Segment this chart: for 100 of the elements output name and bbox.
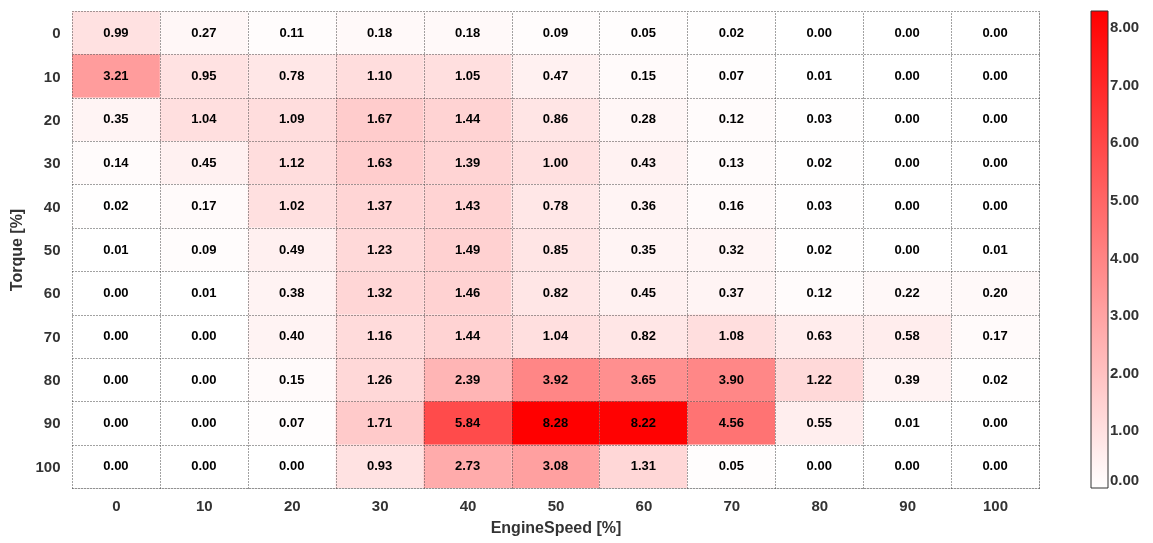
data-label: 0.00 — [982, 154, 1008, 170]
data-label: 0.43 — [630, 154, 657, 170]
data-label: 0.45 — [630, 284, 657, 300]
data-label: 0.00 — [279, 458, 305, 474]
data-label: 0.16 — [718, 198, 744, 214]
data-label: 0.02 — [982, 371, 1008, 387]
data-label: 0.02 — [806, 241, 832, 257]
data-label: 1.05 — [454, 68, 481, 84]
y-tick-label: 60 — [43, 284, 61, 302]
data-label: 0.38 — [279, 284, 305, 300]
color-bar-label: 2.00 — [1110, 363, 1140, 381]
data-label: 1.22 — [806, 371, 832, 387]
data-label: 1.31 — [630, 458, 657, 474]
data-label: 3.90 — [718, 371, 744, 387]
data-label: 0.03 — [806, 111, 832, 127]
data-label: 0.17 — [191, 198, 217, 214]
y-tick-label: 10 — [43, 67, 61, 85]
data-label: 0.00 — [103, 328, 129, 344]
data-label: 0.00 — [806, 24, 832, 40]
data-label: 0.00 — [191, 328, 217, 344]
data-label: 0.01 — [894, 414, 920, 430]
data-label: 0.00 — [982, 414, 1008, 430]
data-label: 0.00 — [103, 284, 129, 300]
data-label: 8.28 — [542, 414, 569, 430]
data-label: 0.07 — [279, 414, 305, 430]
y-tick-label: 90 — [43, 414, 61, 432]
data-label: 0.82 — [542, 284, 569, 300]
data-label: 1.44 — [454, 111, 482, 127]
x-tick-label: 80 — [811, 496, 829, 514]
data-label: 1.44 — [454, 328, 482, 344]
data-label: 0.14 — [103, 154, 130, 170]
data-label: 0.09 — [542, 24, 569, 40]
data-label: 1.02 — [279, 198, 305, 214]
data-label: 0.00 — [191, 458, 217, 474]
data-label: 0.00 — [894, 458, 920, 474]
data-label: 0.93 — [367, 458, 393, 474]
color-bar-label: 6.00 — [1110, 133, 1140, 151]
x-tick-label: 60 — [635, 496, 653, 514]
data-label: 0.85 — [542, 241, 569, 257]
y-tick-label: 80 — [43, 371, 61, 389]
data-label: 0.00 — [982, 458, 1008, 474]
data-label: 1.26 — [367, 371, 393, 387]
data-label: 0.02 — [103, 198, 129, 214]
data-label: 0.35 — [103, 111, 129, 127]
data-label: 1.43 — [454, 198, 481, 214]
data-label: 3.08 — [542, 458, 569, 474]
data-label: 0.55 — [806, 414, 832, 430]
y-axis-title: Torque [%] — [8, 208, 26, 292]
data-label: 1.39 — [454, 154, 481, 170]
data-label: 0.17 — [982, 328, 1008, 344]
y-tick-label: 40 — [43, 197, 61, 215]
data-label: 0.00 — [982, 24, 1008, 40]
x-tick-label: 20 — [283, 496, 301, 514]
x-tick-label: 0 — [112, 496, 121, 514]
data-label: 1.12 — [279, 154, 305, 170]
x-axis-title: EngineSpeed [%] — [490, 518, 622, 536]
data-label: 0.05 — [630, 24, 657, 40]
data-label: 0.20 — [982, 284, 1008, 300]
data-label: 0.99 — [103, 24, 129, 40]
x-tick-label: 10 — [196, 496, 213, 514]
data-label: 1.04 — [542, 328, 569, 344]
data-label: 5.84 — [454, 414, 482, 430]
data-label: 0.27 — [191, 24, 217, 40]
data-label: 0.00 — [191, 371, 217, 387]
data-label: 0.05 — [718, 458, 744, 474]
color-bar-label: 0.00 — [1110, 471, 1140, 488]
data-label: 0.01 — [103, 241, 129, 257]
data-label: 1.63 — [367, 154, 393, 170]
data-label: 3.65 — [630, 371, 657, 387]
data-label: 1.67 — [367, 111, 393, 127]
data-label: 0.22 — [894, 284, 920, 300]
color-bar-label: 5.00 — [1110, 190, 1140, 208]
data-label: 0.78 — [542, 198, 569, 214]
data-label: 0.03 — [806, 198, 832, 214]
x-tick-label: 40 — [459, 496, 477, 514]
data-label: 0.32 — [718, 241, 744, 257]
y-tick-label: 100 — [35, 457, 61, 475]
data-label: 1.49 — [454, 241, 481, 257]
data-label: 0.01 — [982, 241, 1008, 257]
data-label: 0.00 — [103, 371, 129, 387]
data-label: 0.00 — [894, 198, 920, 214]
data-label: 0.02 — [718, 24, 744, 40]
data-label: 0.13 — [718, 154, 744, 170]
data-label: 1.32 — [367, 284, 393, 300]
y-tick-label: 50 — [43, 241, 61, 258]
color-bar-label: 1.00 — [1110, 421, 1140, 439]
data-label: 0.00 — [982, 111, 1008, 127]
data-label: 2.73 — [454, 458, 481, 474]
data-label: 0.00 — [894, 24, 920, 40]
data-label: 1.46 — [454, 284, 481, 300]
data-label: 0.00 — [806, 458, 832, 474]
data-label: 0.00 — [894, 111, 920, 127]
data-label: 1.09 — [279, 111, 305, 127]
data-label: 0.00 — [982, 68, 1008, 84]
data-label: 0.49 — [279, 241, 305, 257]
data-label: 0.00 — [103, 414, 129, 430]
data-label: 1.37 — [367, 198, 393, 214]
data-label: 1.23 — [367, 241, 393, 257]
data-label: 0.15 — [279, 371, 305, 387]
data-label: 1.00 — [542, 154, 569, 170]
